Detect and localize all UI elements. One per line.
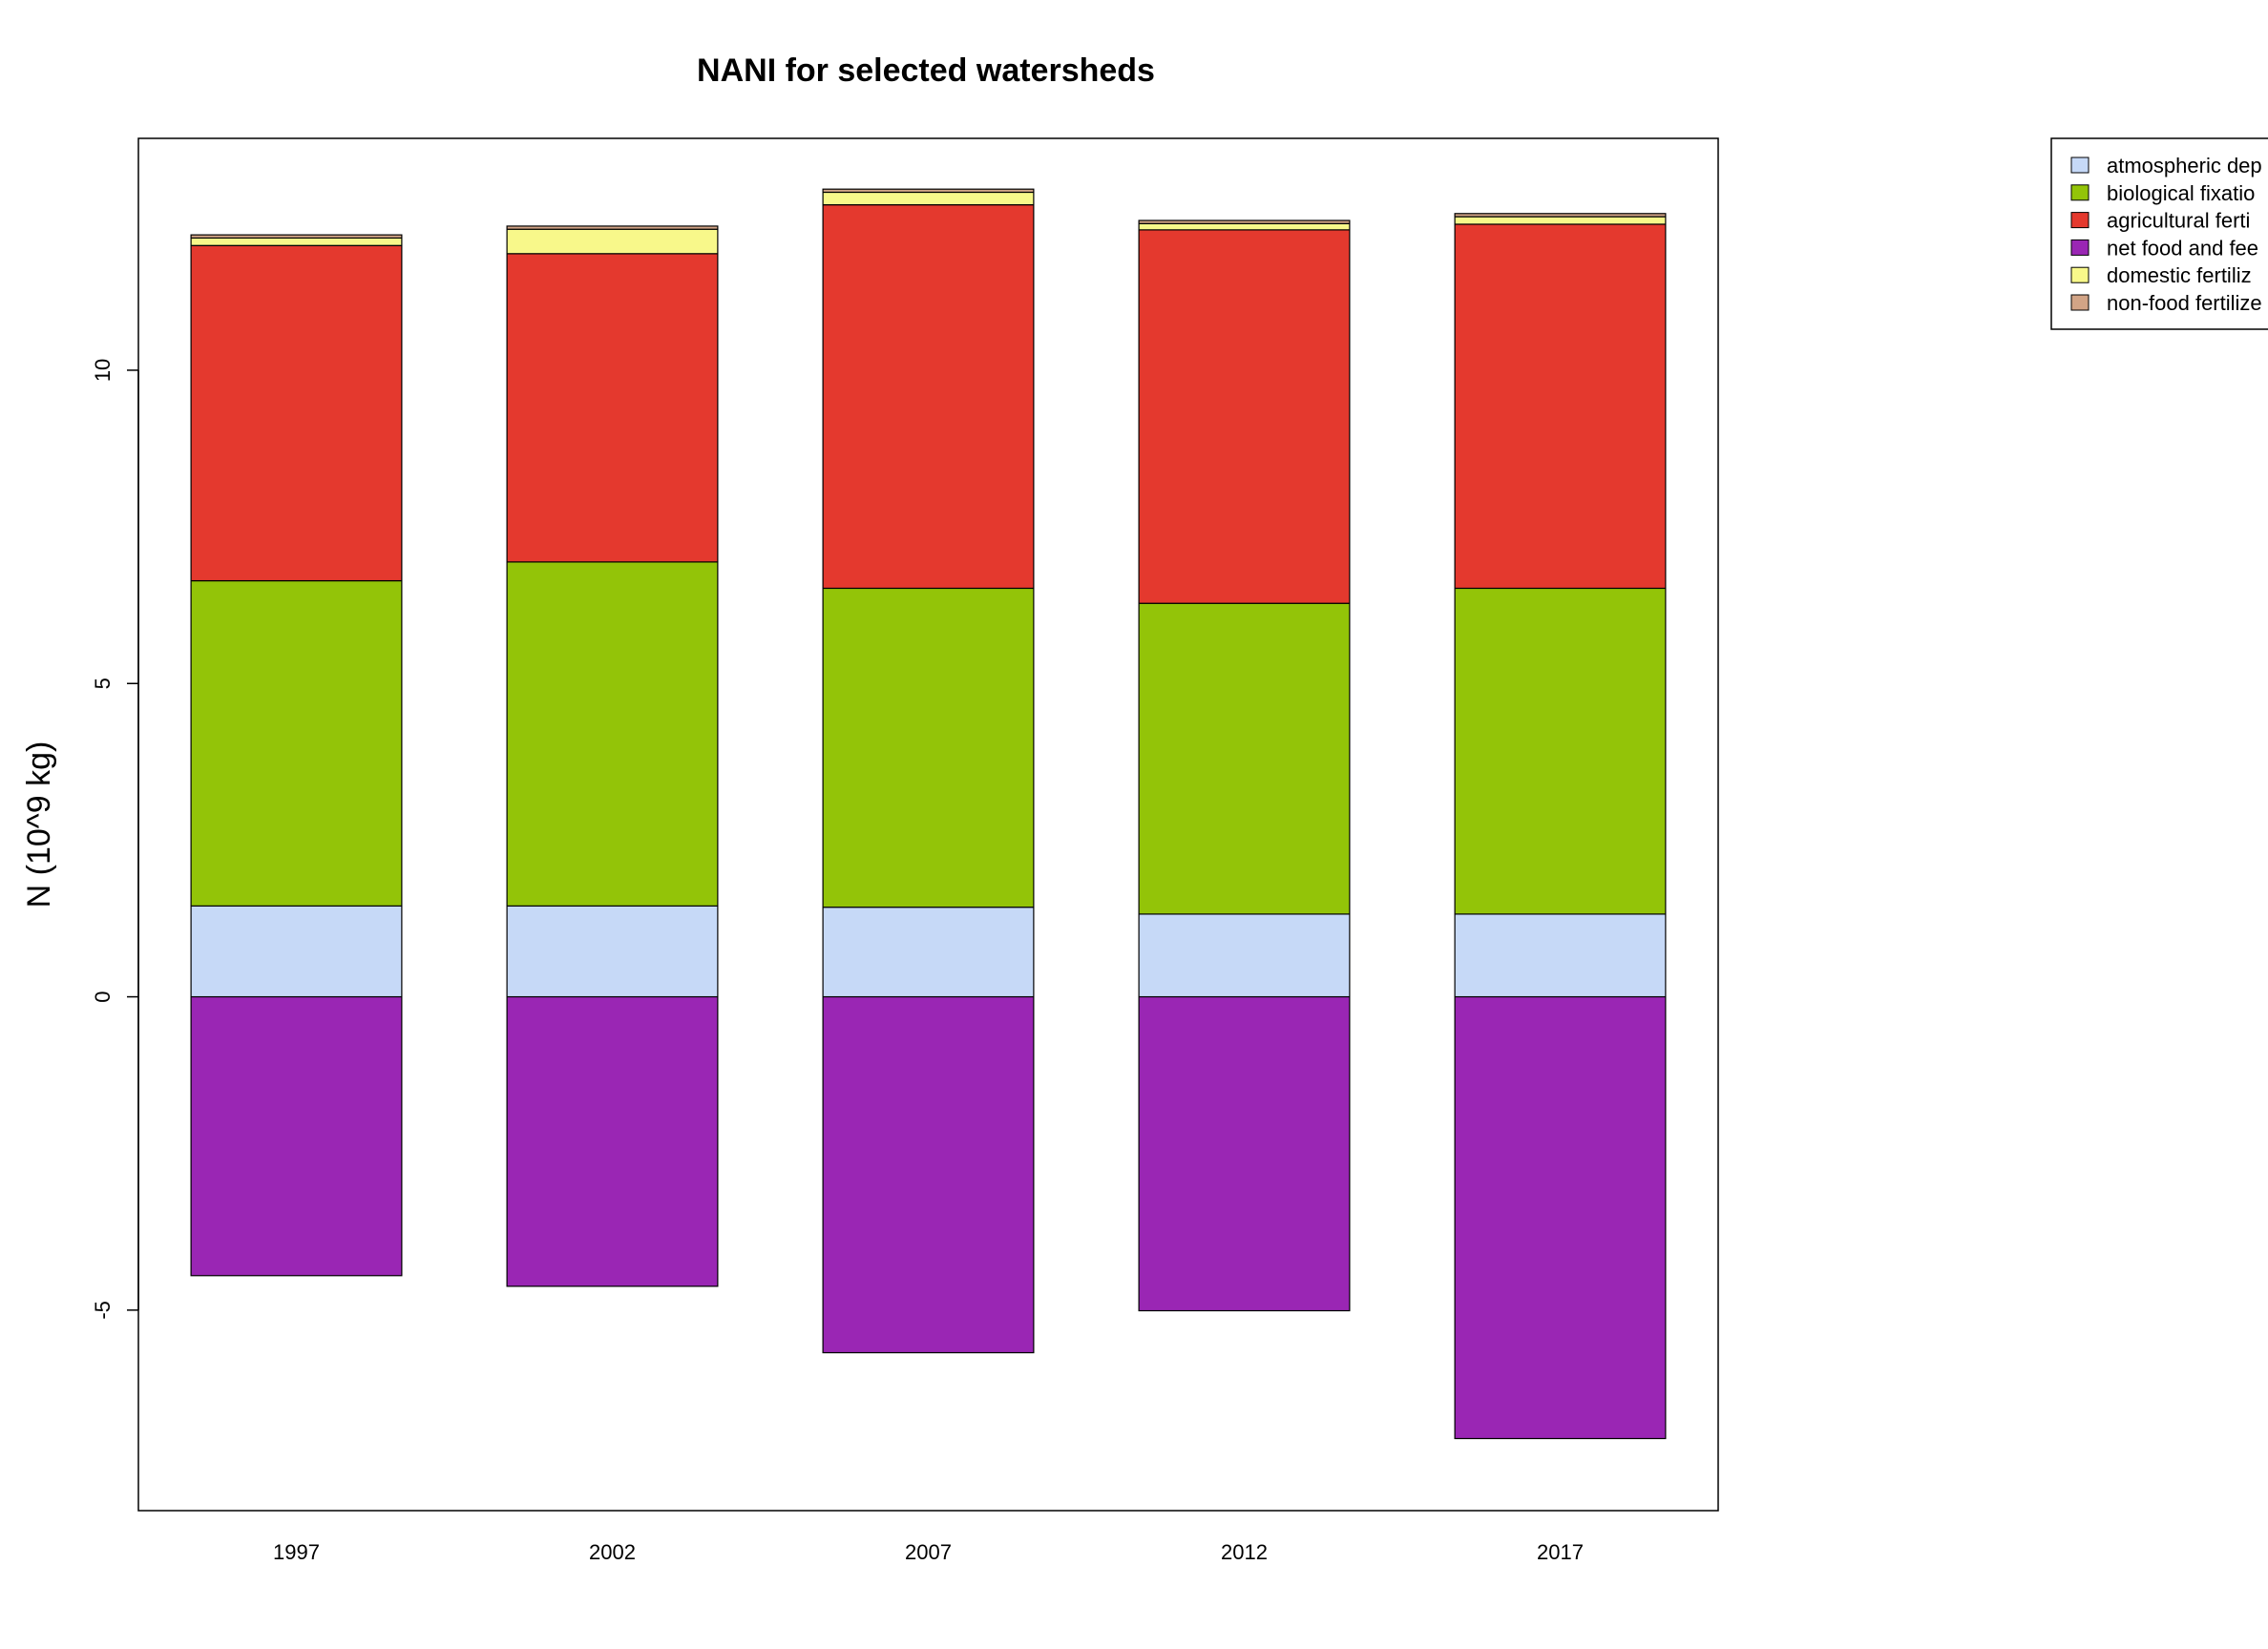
bar-segment-1997-series-3 (190, 244, 403, 582)
bar-segment-2017-series-5 (1454, 216, 1667, 225)
bar-segment-1997-series-6 (190, 234, 403, 239)
legend-swatch-5 (2070, 266, 2090, 283)
bar-segment-2007-series-5 (822, 191, 1035, 206)
bar-segment-2017-series-4 (1454, 995, 1667, 1440)
x-tick-label: 2002 (589, 1540, 636, 1564)
legend-label-5: domestic fertiliz (2107, 263, 2252, 287)
bar-segment-1997-series-2 (190, 579, 403, 907)
bar-segment-2002-series-2 (506, 561, 719, 907)
legend-swatch-6 (2070, 294, 2090, 311)
bar-segment-2002-series-1 (506, 905, 719, 998)
bar-segment-2007-series-6 (822, 188, 1035, 194)
x-axis: 1997 2002 2007 2012 2017 (273, 1540, 1584, 1564)
y-axis: -5 0 5 10 (91, 359, 139, 1320)
legend-label-4: net food and fee (2107, 236, 2258, 260)
bar-segment-2012-series-3 (1138, 229, 1351, 604)
y-tick-label: 10 (91, 359, 115, 382)
bar-segment-2017-series-3 (1454, 223, 1667, 590)
y-tick-label: 5 (91, 678, 115, 689)
bar-segment-2012-series-5 (1138, 222, 1351, 231)
bar-segment-2012-series-4 (1138, 995, 1351, 1312)
bar-segment-2002-series-5 (506, 228, 719, 255)
legend-swatch-1 (2070, 157, 2090, 174)
legend-label-3: agricultural ferti (2107, 209, 2250, 233)
bar-segment-2007-series-2 (822, 587, 1035, 908)
bar-segment-2002-series-3 (506, 253, 719, 563)
y-axis-label: N (10^9 kg) (21, 741, 57, 908)
bar-segment-2017-series-2 (1454, 587, 1667, 915)
bar-segment-2012-series-1 (1138, 913, 1351, 998)
legend-swatch-3 (2070, 212, 2090, 229)
legend-label-6: non-food fertilize (2107, 291, 2262, 315)
bar-segment-2017-series-1 (1454, 913, 1667, 998)
bar-segment-1997-series-4 (190, 995, 403, 1277)
legend-label-1: atmospheric dep (2107, 154, 2262, 177)
y-tick-label: 0 (91, 991, 115, 1002)
legend-label-2: biological fixatio (2107, 181, 2255, 205)
bar-segment-2007-series-4 (822, 995, 1035, 1354)
bar-segment-2007-series-1 (822, 907, 1035, 998)
legend: atmospheric dep biological fixatio agricul… (2050, 137, 2268, 330)
x-tick-label: 2012 (1221, 1540, 1268, 1564)
bar-segment-2002-series-4 (506, 995, 719, 1287)
bar-segment-1997-series-5 (190, 237, 403, 246)
x-tick-label: 2007 (905, 1540, 952, 1564)
bar-segment-2012-series-2 (1138, 602, 1351, 915)
bar-segment-2017-series-6 (1454, 213, 1667, 218)
bar-segment-2012-series-6 (1138, 219, 1351, 224)
legend-swatch-2 (2070, 184, 2090, 201)
chart-title: NANI for selected watersheds (697, 52, 1155, 89)
bar-segment-2002-series-6 (506, 225, 719, 230)
legend-swatch-4 (2070, 239, 2090, 256)
y-tick-label: -5 (91, 1301, 115, 1320)
bars-group (190, 188, 1667, 1440)
bar-segment-1997-series-1 (190, 905, 403, 998)
bar-segment-2007-series-3 (822, 204, 1035, 590)
x-tick-label: 1997 (273, 1540, 320, 1564)
x-tick-label: 2017 (1537, 1540, 1584, 1564)
